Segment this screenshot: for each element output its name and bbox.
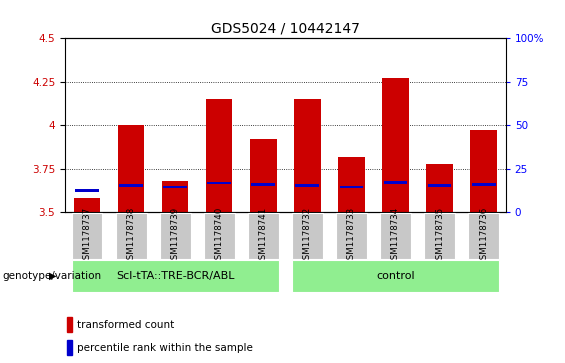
Bar: [383, 78, 408, 212]
FancyBboxPatch shape: [292, 213, 323, 258]
Bar: [384, 181, 407, 184]
Bar: [251, 183, 275, 186]
FancyBboxPatch shape: [424, 213, 455, 258]
Bar: [250, 139, 276, 212]
Text: GSM1178735: GSM1178735: [435, 207, 444, 265]
Bar: [338, 156, 364, 212]
Text: ▶: ▶: [49, 271, 56, 281]
FancyBboxPatch shape: [116, 213, 146, 258]
Text: GSM1178734: GSM1178734: [391, 207, 400, 265]
Bar: [428, 184, 451, 187]
Text: GSM1178738: GSM1178738: [127, 207, 136, 265]
Bar: [119, 184, 143, 187]
Bar: [75, 189, 99, 192]
FancyBboxPatch shape: [380, 213, 411, 258]
FancyBboxPatch shape: [248, 213, 279, 258]
Text: GSM1178732: GSM1178732: [303, 207, 312, 265]
FancyBboxPatch shape: [292, 260, 499, 291]
Text: GSM1178741: GSM1178741: [259, 207, 268, 265]
Bar: [207, 182, 231, 184]
FancyBboxPatch shape: [336, 213, 367, 258]
Bar: [67, 339, 72, 355]
Text: transformed count: transformed count: [77, 320, 174, 330]
FancyBboxPatch shape: [160, 213, 190, 258]
Bar: [74, 199, 100, 212]
Bar: [427, 164, 453, 212]
Text: GSM1178740: GSM1178740: [215, 207, 224, 265]
Text: GSM1178733: GSM1178733: [347, 207, 356, 265]
Bar: [340, 186, 363, 188]
Bar: [295, 184, 319, 187]
Bar: [471, 130, 497, 212]
Bar: [118, 125, 144, 212]
Text: GSM1178739: GSM1178739: [171, 207, 180, 265]
FancyBboxPatch shape: [72, 260, 279, 291]
Bar: [162, 181, 188, 212]
FancyBboxPatch shape: [468, 213, 499, 258]
Bar: [163, 186, 187, 188]
Text: percentile rank within the sample: percentile rank within the sample: [77, 343, 253, 352]
Bar: [294, 99, 320, 212]
Text: control: control: [376, 271, 415, 281]
FancyBboxPatch shape: [72, 213, 102, 258]
Bar: [206, 99, 232, 212]
Text: Scl-tTA::TRE-BCR/ABL: Scl-tTA::TRE-BCR/ABL: [116, 271, 234, 281]
Bar: [472, 183, 496, 186]
Bar: [67, 317, 72, 332]
FancyBboxPatch shape: [204, 213, 234, 258]
Text: genotype/variation: genotype/variation: [3, 271, 102, 281]
Title: GDS5024 / 10442147: GDS5024 / 10442147: [211, 21, 360, 36]
Text: GSM1178736: GSM1178736: [479, 207, 488, 265]
Text: GSM1178737: GSM1178737: [82, 207, 92, 265]
